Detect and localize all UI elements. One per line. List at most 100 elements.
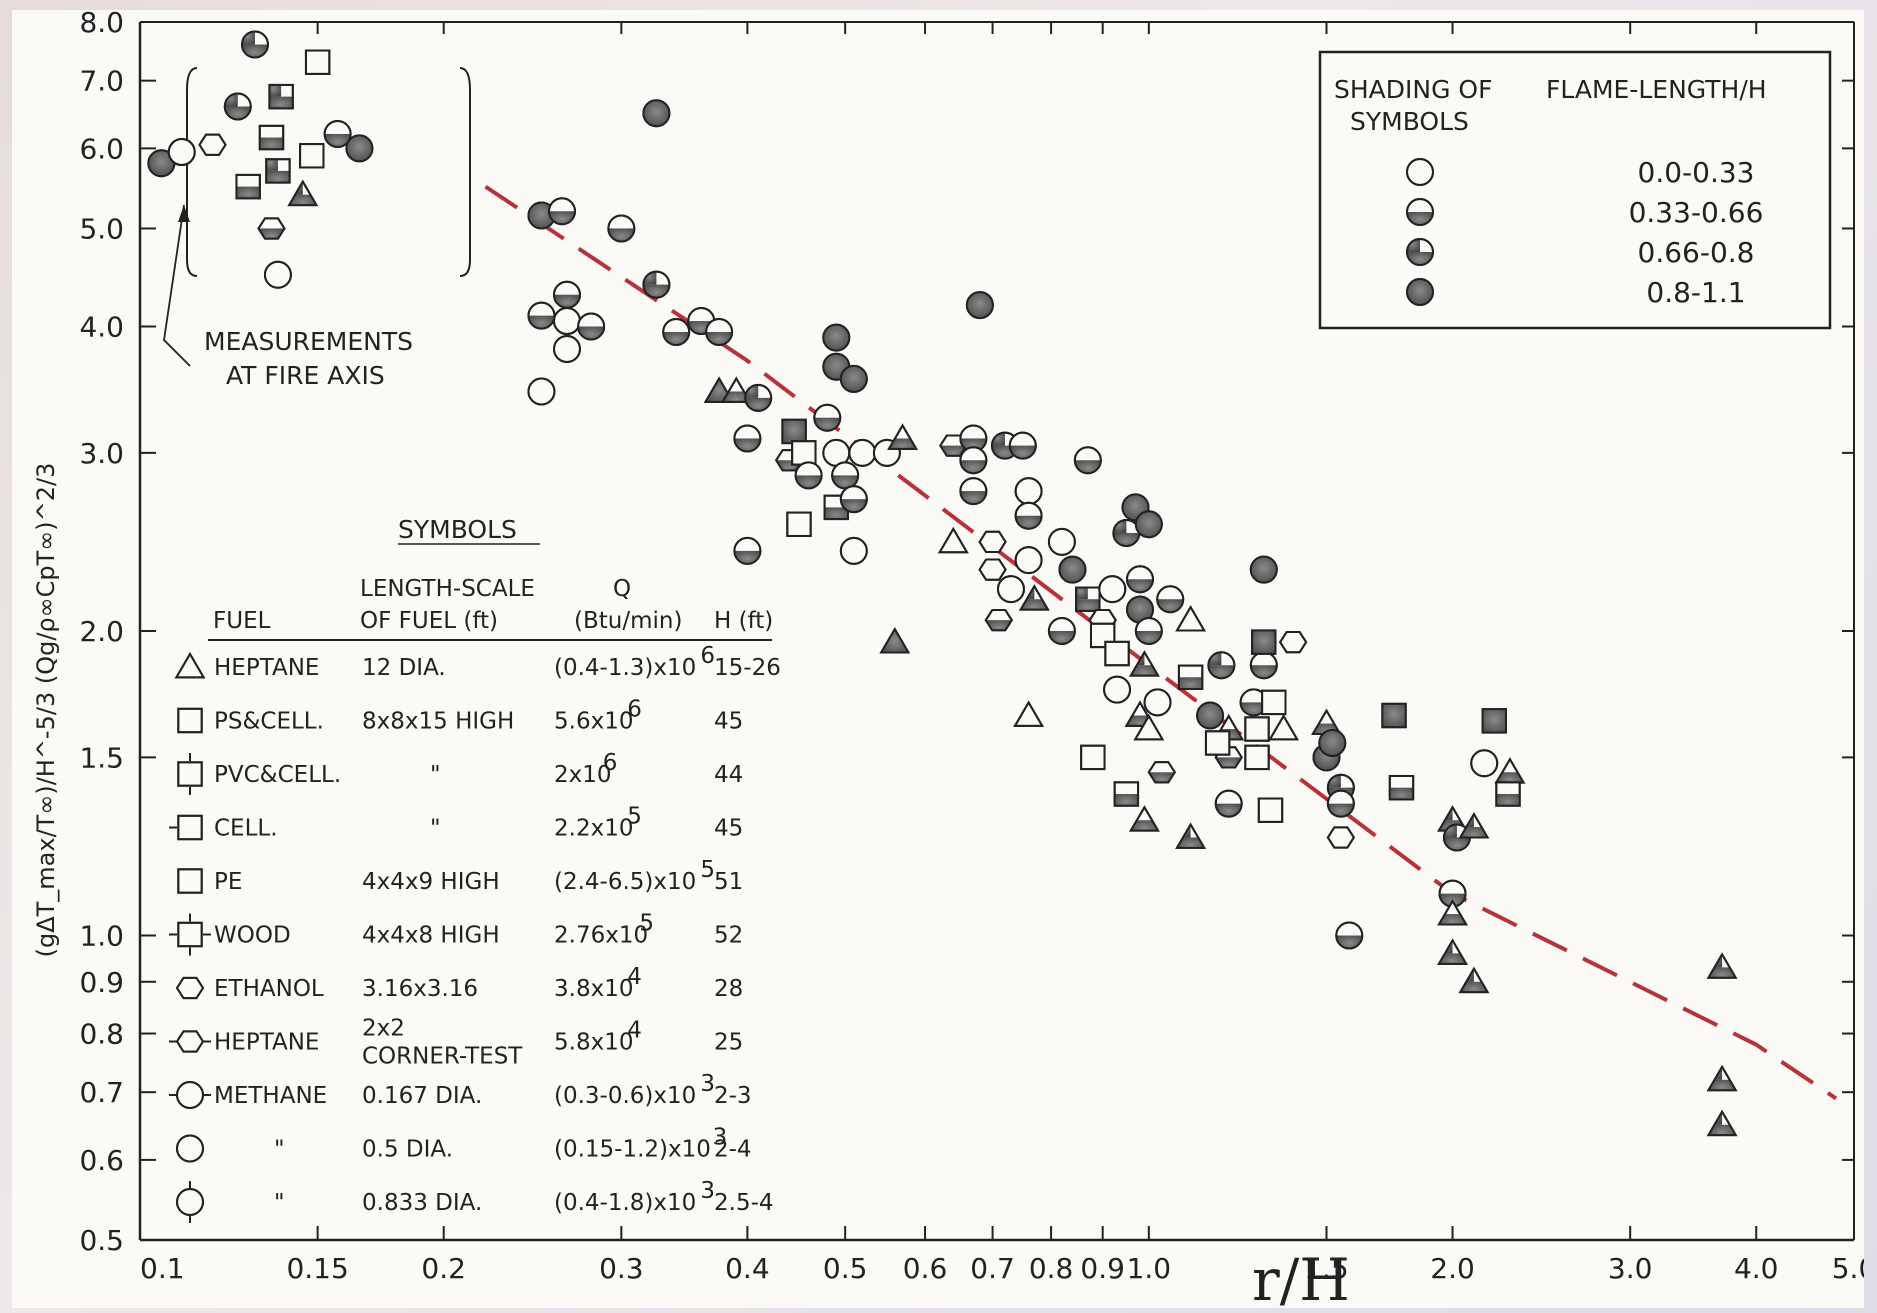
data-point-circle [240,30,270,62]
data-point-circle [1195,701,1225,731]
symbols-table-row: " 0.833 DIA. (0.4-1.8)x10 32.5-4 [177,1178,774,1223]
fire-axis-label-line2: AT FIRE AXIS [226,361,385,390]
data-point-hexagon [980,559,1006,579]
data-point-square [1245,746,1268,769]
data-point-circle [554,308,580,334]
data-point-square [1206,731,1229,754]
y-axis-label: (gΔT_max/T∞)/H^-5/3 (Qg/ρ∞CpT∞)^2/3 [32,463,60,958]
symbols-row-length: CORNER-TEST [362,1044,523,1070]
y-tick-label: 3.0 [79,437,124,470]
data-point-circle [265,262,291,288]
y-tick-label: 7.0 [79,65,124,98]
x-tick-label: 0.8 [1029,1252,1074,1285]
symbols-table-row: PS&CELL. 8x8x15 HIGH 5.6x106 45 [178,697,743,735]
data-point-square [1262,691,1285,714]
data-point-triangle [1015,703,1042,726]
symbols-row-q: 2.2x10 [554,816,633,842]
x-tick-label: 0.9 [1080,1252,1125,1285]
symbols-row-q: (0.3-0.6)x10 [554,1083,696,1109]
data-point-circle [1016,478,1042,504]
x-tick-label: 0.2 [421,1252,466,1285]
symbol-legend-marker-square-tb [178,753,201,795]
data-point-square [263,156,293,188]
shading-legend: SHADING OF SYMBOLS FLAME-LENGTH/H 0.0-0.… [1320,52,1830,328]
data-point-hexagon [1328,827,1354,847]
data-point-square [1249,627,1279,657]
data-point-circle [1016,547,1042,573]
data-point-hexagon [980,532,1006,552]
x-tick-label: 0.3 [599,1252,644,1285]
symbols-row-length: 12 DIA. [362,655,446,681]
data-point-circle [641,270,671,302]
data-point-square [306,51,329,74]
symbols-table-row: PE 4x4x9 HIGH (2.4-6.5)x10 551 [178,857,743,895]
data-point-circle [1155,586,1185,616]
symbols-row-length: 0.167 DIA. [362,1083,482,1109]
data-point-circle [743,383,773,415]
x-tick-label: 0.4 [725,1252,770,1285]
data-point-circle [576,314,606,344]
symbol-legend-marker-circle-lr [169,1082,211,1108]
data-point-circle [1249,555,1279,585]
symbols-row-length: 8x8x15 HIGH [362,709,514,735]
x-tick-label: 0.5 [823,1252,868,1285]
x-tick-label: 0.1 [140,1252,185,1285]
symbols-row-fuel: PE [214,869,242,895]
shade-legend-range: 0.0-0.33 [1638,156,1755,189]
data-point-circle [1214,791,1244,821]
data-point-circle [998,576,1024,602]
data-point-hexagon [984,610,1014,637]
data-point-circle [606,215,636,245]
symbols-row-h: 2.5-4 [714,1190,774,1216]
symbols-row-length: 4x4x9 HIGH [362,869,500,895]
data-point-circle [732,538,762,568]
data-point-triangle [288,180,318,212]
data-point-square [1176,666,1206,695]
data-point-hexagon [200,135,226,155]
data-point-circle [1145,689,1171,715]
data-point-triangle [1177,607,1204,630]
data-point-circle [704,319,734,349]
fire-axis-annotation: MEASUREMENTS AT FIRE AXIS [164,68,470,390]
col-header-fuel: FUEL [213,608,271,634]
data-point-circle [1125,566,1155,596]
data-point-circle [821,323,851,353]
shade-legend-range: 0.66-0.8 [1638,236,1755,269]
data-point-square [300,144,323,167]
data-point-circle [1047,618,1077,648]
symbols-row-q-exponent: 3 [700,1071,715,1097]
symbols-row-fuel: PS&CELL. [214,709,324,735]
symbols-row-h: 51 [714,869,743,895]
symbols-row-q-exponent: 6 [603,750,618,776]
data-point-circle [223,92,253,124]
symbols-row-length: 3.16x3.16 [362,976,478,1002]
data-point-circle [1334,923,1364,953]
data-point-circle [1073,447,1103,477]
shade-legend-range: 0.33-0.66 [1629,196,1764,229]
data-point-circle [1049,529,1075,555]
data-point-triangle [1438,901,1468,931]
data-point-triangle [1707,952,1737,984]
data-point-square [1259,799,1282,822]
symbols-row-q-exponent: 5 [700,857,715,883]
shade-legend-marker-open [1407,159,1433,185]
symbol-legend-marker-hexagon [177,978,203,998]
data-point-circle [528,378,554,404]
symbols-row-h: 28 [714,976,743,1002]
col-header-q-2: (Btu/min) [574,608,682,634]
symbol-legend-marker-circle-tb [177,1181,203,1223]
y-tick-label: 0.7 [79,1076,124,1109]
symbols-row-h: 45 [714,709,743,735]
data-point-circle [1099,576,1125,602]
y-tick-label: 5.0 [79,212,124,245]
symbols-row-q-exponent: 3 [700,1178,715,1204]
symbol-legend-marker-hexagon-lr [169,1031,211,1051]
symbols-row-fuel: " [274,1190,285,1216]
symbols-table-row: METHANE 0.167 DIA. (0.3-0.6)x10 32-3 [169,1071,752,1109]
data-point-triangle [1438,938,1468,970]
symbols-table-row: ETHANOL 3.16x3.16 3.8x104 28 [177,964,743,1002]
col-header-length-2: OF FUEL (ft) [360,608,498,634]
col-header-q-1: Q [613,576,631,602]
data-point-square [1386,776,1416,805]
